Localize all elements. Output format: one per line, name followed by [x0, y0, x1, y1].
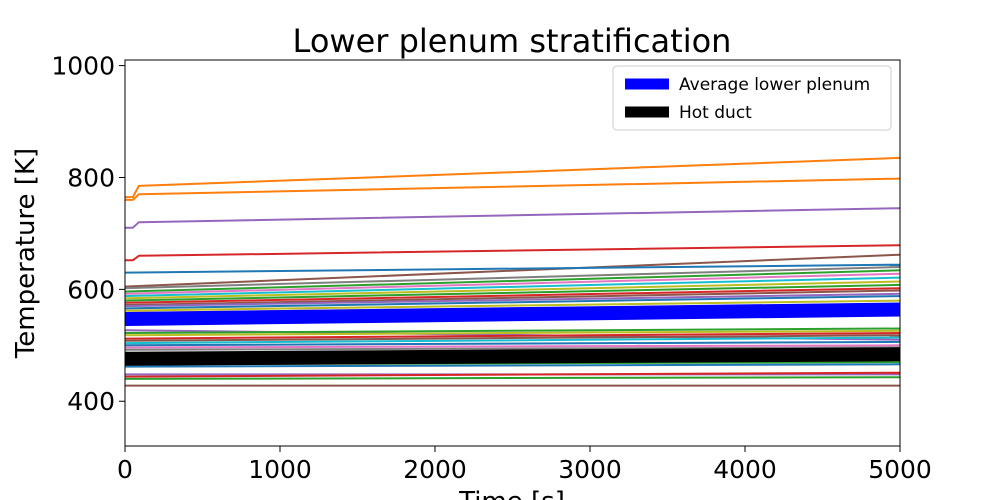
- y-tick-label: 800: [67, 163, 115, 192]
- y-tick-label: 1000: [51, 52, 115, 81]
- series-line-27: [125, 346, 900, 351]
- legend: Average lower plenum Hot duct: [612, 65, 892, 131]
- series-line-22: [125, 332, 900, 340]
- series-line-29: [125, 363, 900, 368]
- legend-label: Average lower plenum: [679, 75, 870, 95]
- legend-box: [612, 65, 892, 131]
- series-line-25: [125, 340, 900, 347]
- y-axis: 400 600 800 1000: [51, 52, 125, 416]
- series-line-5: [125, 253, 900, 288]
- y-axis-label: Temperature [K]: [11, 148, 41, 359]
- series-line-7: [125, 266, 900, 290]
- x-tick-label: 0: [117, 455, 133, 484]
- series-line-23: [125, 334, 900, 342]
- series-line-24: [125, 336, 900, 345]
- series-line-1: [125, 156, 900, 199]
- series-hot-duct: [125, 347, 900, 366]
- x-axis-label: Time [s]: [458, 487, 565, 500]
- series-line-9: [125, 272, 900, 295]
- x-axis: 0 1000 2000 3000 4000 5000: [117, 446, 932, 484]
- y-tick-label: 600: [67, 275, 115, 304]
- series-line-14: [125, 289, 900, 306]
- x-tick-label: 5000: [868, 455, 932, 484]
- series-line-21: [125, 329, 900, 337]
- series-line-2: [125, 177, 900, 201]
- series-line-26: [125, 344, 900, 349]
- series-layer: [125, 156, 900, 387]
- series-line-11: [125, 280, 900, 300]
- y-tick-label: 400: [67, 387, 115, 416]
- plot-frame: [124, 59, 901, 447]
- series-line-13: [125, 287, 900, 304]
- chart-title: Lower plenum stratification: [293, 22, 732, 60]
- series-line-12: [125, 283, 900, 302]
- series-line-32: [125, 376, 900, 380]
- series-line-20: [125, 327, 900, 334]
- series-line-6: [125, 263, 900, 274]
- series-line-16: [125, 295, 900, 310]
- series-line-31: [125, 371, 900, 378]
- series-average-lower-plenum: [125, 302, 900, 326]
- series-line-15: [125, 292, 900, 308]
- series-line-8: [125, 269, 900, 293]
- x-tick-label: 1000: [248, 455, 312, 484]
- series-line-3: [125, 207, 900, 229]
- legend-label: Hot duct: [679, 103, 752, 123]
- series-line-10: [125, 276, 900, 298]
- series-line-4: [125, 244, 900, 262]
- x-tick-label: 2000: [403, 455, 467, 484]
- series-line-17: [125, 299, 900, 312]
- x-tick-label: 4000: [713, 455, 777, 484]
- x-tick-label: 3000: [558, 455, 622, 484]
